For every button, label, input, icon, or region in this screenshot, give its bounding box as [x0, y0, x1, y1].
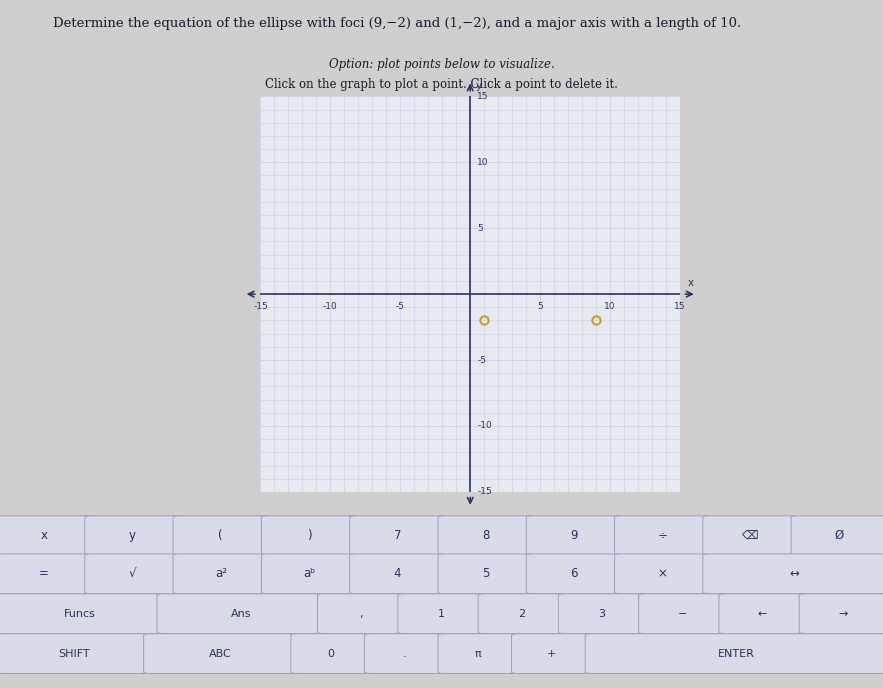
- Text: 10: 10: [604, 302, 615, 311]
- FancyBboxPatch shape: [173, 554, 268, 594]
- Text: a²: a²: [215, 568, 227, 580]
- FancyBboxPatch shape: [398, 594, 485, 634]
- Text: 5: 5: [477, 224, 483, 233]
- Text: →: →: [838, 609, 848, 619]
- FancyBboxPatch shape: [261, 516, 357, 555]
- Text: -5: -5: [396, 302, 404, 311]
- FancyBboxPatch shape: [173, 516, 268, 555]
- Text: 2: 2: [518, 609, 525, 619]
- Text: Option: plot points below to visualize.: Option: plot points below to visualize.: [328, 58, 555, 72]
- Text: 15: 15: [477, 92, 488, 101]
- FancyBboxPatch shape: [703, 516, 798, 555]
- Text: 6: 6: [570, 568, 577, 580]
- Text: 15: 15: [674, 302, 686, 311]
- FancyBboxPatch shape: [478, 594, 565, 634]
- Text: 7: 7: [394, 529, 401, 542]
- Text: ×: ×: [657, 568, 668, 580]
- Text: 5: 5: [537, 302, 543, 311]
- Text: 0: 0: [328, 649, 335, 658]
- Text: y: y: [476, 80, 482, 91]
- Text: π: π: [475, 649, 481, 658]
- FancyBboxPatch shape: [585, 634, 883, 674]
- Text: ÷: ÷: [657, 529, 668, 542]
- FancyBboxPatch shape: [350, 516, 445, 555]
- FancyBboxPatch shape: [438, 516, 533, 555]
- FancyBboxPatch shape: [0, 594, 164, 634]
- Text: √: √: [129, 568, 136, 580]
- FancyBboxPatch shape: [638, 594, 726, 634]
- FancyBboxPatch shape: [0, 634, 151, 674]
- Text: 8: 8: [482, 529, 489, 542]
- FancyBboxPatch shape: [511, 634, 592, 674]
- Text: 10: 10: [477, 158, 488, 166]
- FancyBboxPatch shape: [799, 594, 883, 634]
- Text: 3: 3: [599, 609, 606, 619]
- Text: +: +: [547, 649, 556, 658]
- FancyBboxPatch shape: [615, 516, 710, 555]
- Text: 4: 4: [394, 568, 401, 580]
- Text: -10: -10: [477, 422, 492, 431]
- Text: -10: -10: [323, 302, 338, 311]
- FancyBboxPatch shape: [438, 554, 533, 594]
- Text: (: (: [218, 529, 223, 542]
- FancyBboxPatch shape: [261, 554, 357, 594]
- Text: Ø: Ø: [834, 529, 843, 542]
- Text: Click on the graph to plot a point. Click a point to delete it.: Click on the graph to plot a point. Clic…: [265, 78, 618, 91]
- Text: ABC: ABC: [209, 649, 232, 658]
- Text: x: x: [41, 529, 48, 542]
- FancyBboxPatch shape: [438, 634, 518, 674]
- FancyBboxPatch shape: [791, 516, 883, 555]
- Text: -15: -15: [477, 487, 492, 497]
- Text: ⌫: ⌫: [743, 529, 758, 542]
- FancyBboxPatch shape: [157, 594, 325, 634]
- Text: .: .: [403, 649, 406, 658]
- FancyBboxPatch shape: [144, 634, 298, 674]
- Text: 5: 5: [482, 568, 489, 580]
- Text: ,: ,: [359, 609, 363, 619]
- FancyBboxPatch shape: [365, 634, 445, 674]
- FancyBboxPatch shape: [526, 554, 622, 594]
- FancyBboxPatch shape: [318, 594, 405, 634]
- Text: 9: 9: [570, 529, 577, 542]
- Text: ←: ←: [758, 609, 767, 619]
- Text: Funcs: Funcs: [64, 609, 96, 619]
- Text: Determine the equation of the ellipse with foci (9,−2) and (1,−2), and a major a: Determine the equation of the ellipse wi…: [53, 17, 741, 30]
- Text: y: y: [129, 529, 136, 542]
- Text: Ans: Ans: [230, 609, 251, 619]
- Text: -5: -5: [477, 356, 487, 365]
- FancyBboxPatch shape: [615, 554, 710, 594]
- FancyBboxPatch shape: [719, 594, 806, 634]
- FancyBboxPatch shape: [0, 554, 92, 594]
- Text: ↔: ↔: [789, 568, 800, 580]
- FancyBboxPatch shape: [85, 516, 180, 555]
- FancyBboxPatch shape: [558, 594, 645, 634]
- FancyBboxPatch shape: [0, 516, 92, 555]
- Text: -15: -15: [253, 302, 268, 311]
- Text: ): ): [306, 529, 312, 542]
- Text: 1: 1: [438, 609, 445, 619]
- Text: aᵇ: aᵇ: [303, 568, 315, 580]
- FancyBboxPatch shape: [350, 554, 445, 594]
- Text: =: =: [39, 568, 49, 580]
- FancyBboxPatch shape: [526, 516, 622, 555]
- Text: x: x: [688, 277, 694, 288]
- Text: ENTER: ENTER: [717, 649, 754, 658]
- Text: SHIFT: SHIFT: [57, 649, 89, 658]
- FancyBboxPatch shape: [291, 634, 372, 674]
- FancyBboxPatch shape: [703, 554, 883, 594]
- Text: −: −: [677, 609, 687, 619]
- FancyBboxPatch shape: [85, 554, 180, 594]
